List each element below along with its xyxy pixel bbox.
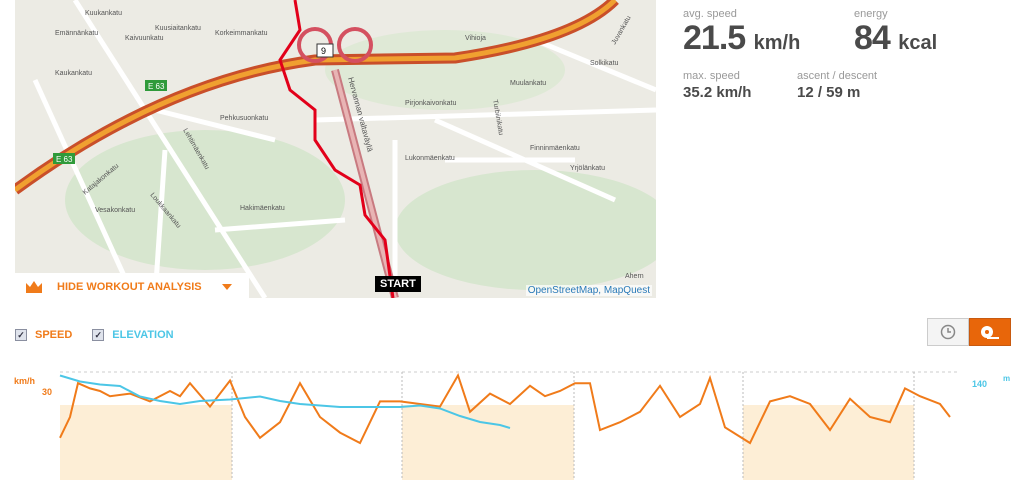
stat-unit: km/h bbox=[716, 84, 752, 101]
route-line bbox=[278, 0, 395, 298]
map-label: Pehkusuonkatu bbox=[220, 115, 268, 122]
stat-unit: m bbox=[847, 84, 861, 101]
stat-avg-speed: avg. speed 21.5 km/h bbox=[683, 8, 800, 61]
road-badge: 9 bbox=[321, 46, 326, 56]
stat-value: 35.2 bbox=[683, 84, 713, 101]
map-label: Lukonmäenkatu bbox=[405, 155, 455, 162]
stat-ascent-descent: ascent / descent 12 / 59 m bbox=[797, 70, 877, 101]
map-tiles: E 63 E 63 9 Kuukankatu Emännänkatu Kaivu… bbox=[15, 0, 656, 298]
map-label: Kuusiaitankatu bbox=[155, 25, 201, 32]
map-label: Hakimäenkatu bbox=[240, 205, 285, 212]
map-label: Kuukankatu bbox=[85, 10, 122, 17]
chart-band bbox=[60, 405, 232, 480]
speed-checkbox[interactable]: ✓ bbox=[15, 329, 27, 341]
right-axis-tick: 140 bbox=[972, 379, 987, 389]
chart-band bbox=[402, 405, 574, 480]
road-badge: E 63 bbox=[148, 82, 165, 91]
map-attribution[interactable]: OpenStreetMap, MapQuest bbox=[525, 285, 652, 296]
stat-label: max. speed bbox=[683, 70, 740, 82]
speed-elevation-chart[interactable]: km/h 30 140 m bbox=[0, 360, 1024, 480]
distance-axis-button[interactable] bbox=[969, 318, 1011, 346]
elevation-legend-label: ELEVATION bbox=[112, 329, 174, 341]
map-label: Korkeimmankatu bbox=[215, 30, 268, 37]
stat-value: 84 bbox=[854, 19, 891, 57]
map-label: Muulankatu bbox=[510, 80, 546, 87]
map-label: Pirjonkaivonkatu bbox=[405, 100, 456, 107]
hide-workout-analysis-button[interactable]: HIDE WORKOUT ANALYSIS bbox=[15, 273, 249, 300]
time-axis-button[interactable] bbox=[927, 318, 969, 346]
map-label: Solkikatu bbox=[590, 60, 619, 67]
stat-value: 21.5 bbox=[683, 19, 746, 57]
speed-legend-label: SPEED bbox=[35, 329, 73, 341]
map-label: Ahern bbox=[625, 273, 644, 280]
map-label: Kaukankatu bbox=[55, 70, 92, 77]
map-label: Emännänkatu bbox=[55, 30, 98, 37]
x-axis-toggle bbox=[927, 318, 1011, 346]
caret-down-icon bbox=[221, 283, 232, 290]
road-badge: E 63 bbox=[56, 155, 73, 164]
speed-line bbox=[59, 372, 951, 445]
right-axis-unit: m bbox=[1003, 374, 1010, 383]
map-label: Vesakonkatu bbox=[95, 207, 135, 214]
left-axis-tick: 30 bbox=[42, 387, 52, 397]
map-label: Finninmäenkatu bbox=[530, 145, 580, 152]
map-label: Kaivuunkatu bbox=[125, 35, 164, 42]
crown-chart-icon bbox=[26, 280, 42, 293]
elevation-line bbox=[59, 374, 511, 429]
stat-label: avg. speed bbox=[683, 8, 737, 20]
chart-legend: ✓ SPEED ✓ ELEVATION bbox=[15, 329, 174, 341]
measuring-tape-icon bbox=[981, 326, 999, 339]
stat-value: 12 / 59 bbox=[797, 84, 843, 101]
stat-unit: kcal bbox=[898, 32, 938, 54]
stat-label: ascent / descent bbox=[797, 70, 878, 82]
start-marker[interactable]: START bbox=[375, 276, 421, 292]
map-label: Juvankatu bbox=[611, 15, 633, 46]
stat-energy: energy 84 kcal bbox=[854, 8, 937, 61]
stat-label: energy bbox=[854, 8, 888, 20]
elevation-checkbox[interactable]: ✓ bbox=[92, 329, 105, 341]
map-label: Vihioja bbox=[465, 35, 486, 42]
chart-band bbox=[743, 405, 914, 480]
stat-unit: km/h bbox=[753, 32, 801, 54]
left-axis-unit: km/h bbox=[14, 376, 35, 386]
clock-icon bbox=[940, 324, 956, 340]
hide-workout-analysis-label: HIDE WORKOUT ANALYSIS bbox=[57, 280, 202, 293]
route-map[interactable]: E 63 E 63 9 Kuukankatu Emännänkatu Kaivu… bbox=[15, 0, 656, 298]
map-label: Yrjölänkatu bbox=[570, 165, 605, 172]
stat-max-speed: max. speed 35.2 km/h bbox=[683, 70, 751, 101]
